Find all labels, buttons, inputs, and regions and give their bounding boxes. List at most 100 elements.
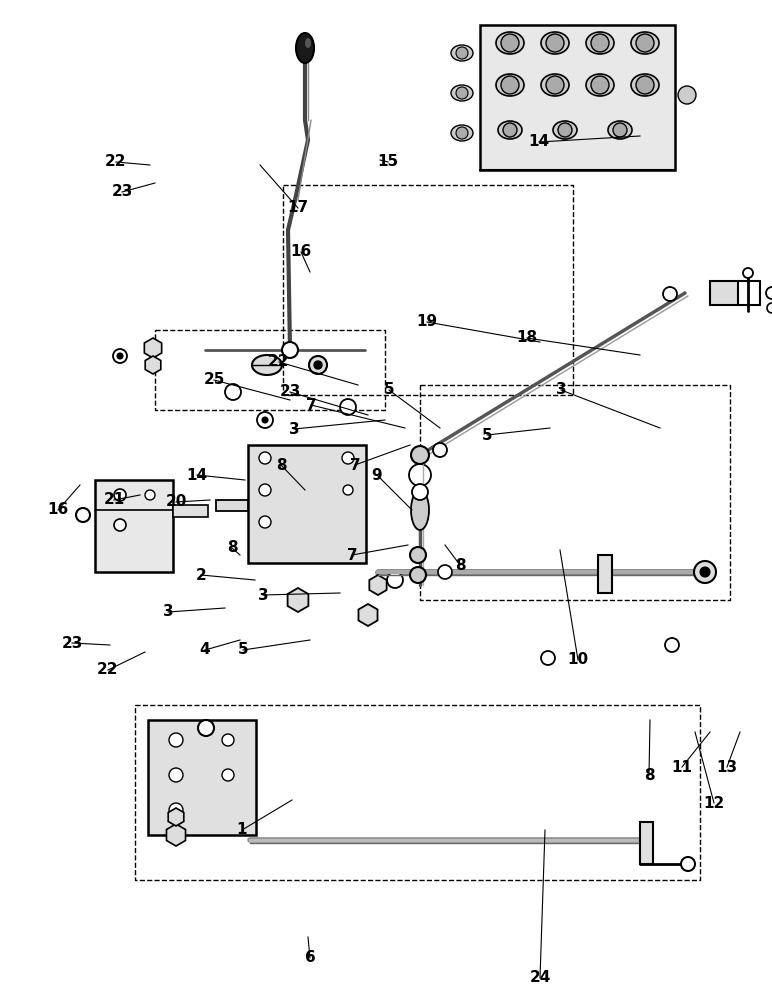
Circle shape (198, 720, 214, 736)
Circle shape (678, 86, 696, 104)
Text: 16: 16 (47, 502, 69, 518)
Ellipse shape (553, 121, 577, 139)
Text: 22: 22 (268, 355, 290, 369)
Circle shape (257, 412, 273, 428)
Circle shape (342, 452, 354, 464)
Text: 9: 9 (371, 468, 382, 483)
Circle shape (76, 508, 90, 522)
Text: 5: 5 (482, 428, 493, 442)
Text: 4: 4 (200, 643, 210, 658)
Circle shape (259, 484, 271, 496)
Text: 16: 16 (290, 244, 312, 259)
Circle shape (636, 76, 654, 94)
Ellipse shape (296, 33, 314, 63)
Text: 8: 8 (227, 540, 237, 556)
Text: 7: 7 (347, 548, 357, 562)
Circle shape (314, 361, 322, 369)
Text: 24: 24 (530, 970, 550, 986)
Circle shape (340, 399, 356, 415)
Text: 20: 20 (165, 494, 187, 510)
Circle shape (456, 87, 468, 99)
Text: 14: 14 (529, 134, 550, 149)
Circle shape (766, 287, 772, 299)
Circle shape (113, 349, 127, 363)
Circle shape (438, 565, 452, 579)
Circle shape (259, 516, 271, 528)
Ellipse shape (541, 32, 569, 54)
Circle shape (694, 561, 716, 583)
Circle shape (410, 547, 426, 563)
Circle shape (591, 34, 609, 52)
Text: 23: 23 (111, 184, 133, 200)
Ellipse shape (451, 45, 473, 61)
Circle shape (169, 733, 183, 747)
Ellipse shape (631, 74, 659, 96)
Text: 18: 18 (516, 330, 537, 346)
Ellipse shape (451, 85, 473, 101)
Circle shape (501, 76, 519, 94)
Bar (710, 281, 738, 305)
Circle shape (145, 490, 155, 500)
Text: 19: 19 (416, 314, 438, 330)
Circle shape (700, 567, 710, 577)
Text: 3: 3 (289, 422, 300, 436)
Circle shape (282, 342, 298, 358)
Text: 21: 21 (103, 492, 124, 508)
Text: 10: 10 (567, 652, 588, 668)
Text: 8: 8 (644, 768, 655, 782)
Circle shape (591, 76, 609, 94)
Text: 8: 8 (276, 458, 286, 473)
Circle shape (259, 452, 271, 464)
Text: 23: 23 (61, 636, 83, 650)
Circle shape (262, 417, 268, 423)
Bar (480, 25, 675, 170)
Bar (248, 445, 366, 563)
Circle shape (117, 353, 123, 359)
Ellipse shape (451, 125, 473, 141)
Text: 22: 22 (97, 662, 119, 678)
Circle shape (665, 638, 679, 652)
Ellipse shape (498, 121, 522, 139)
Circle shape (309, 356, 327, 374)
Text: 7: 7 (306, 397, 317, 412)
Ellipse shape (305, 38, 311, 48)
Circle shape (114, 519, 126, 531)
Circle shape (409, 464, 431, 486)
Ellipse shape (631, 32, 659, 54)
Bar (173, 505, 208, 517)
Text: 23: 23 (279, 384, 300, 399)
Circle shape (613, 123, 627, 137)
Text: 8: 8 (455, 558, 466, 572)
Circle shape (387, 572, 403, 588)
Circle shape (501, 34, 519, 52)
Circle shape (222, 734, 234, 746)
Ellipse shape (411, 490, 429, 530)
Ellipse shape (415, 451, 425, 459)
Circle shape (546, 34, 564, 52)
Text: 13: 13 (716, 760, 737, 774)
Text: 5: 5 (384, 382, 394, 397)
Text: 14: 14 (186, 468, 208, 483)
Text: 5: 5 (238, 643, 249, 658)
Circle shape (503, 123, 517, 137)
Circle shape (222, 769, 234, 781)
Text: 12: 12 (703, 796, 725, 810)
Circle shape (114, 489, 126, 501)
Text: 15: 15 (378, 154, 398, 169)
Circle shape (636, 34, 654, 52)
Circle shape (663, 287, 677, 301)
Circle shape (743, 268, 753, 278)
Bar (216, 500, 248, 511)
Ellipse shape (586, 32, 614, 54)
Circle shape (456, 47, 468, 59)
Circle shape (546, 76, 564, 94)
Bar (148, 720, 256, 835)
Bar (598, 555, 612, 593)
Ellipse shape (496, 74, 524, 96)
Ellipse shape (608, 121, 632, 139)
Circle shape (433, 443, 447, 457)
Ellipse shape (496, 32, 524, 54)
Circle shape (169, 803, 183, 817)
Circle shape (558, 123, 572, 137)
Text: 17: 17 (287, 200, 309, 216)
